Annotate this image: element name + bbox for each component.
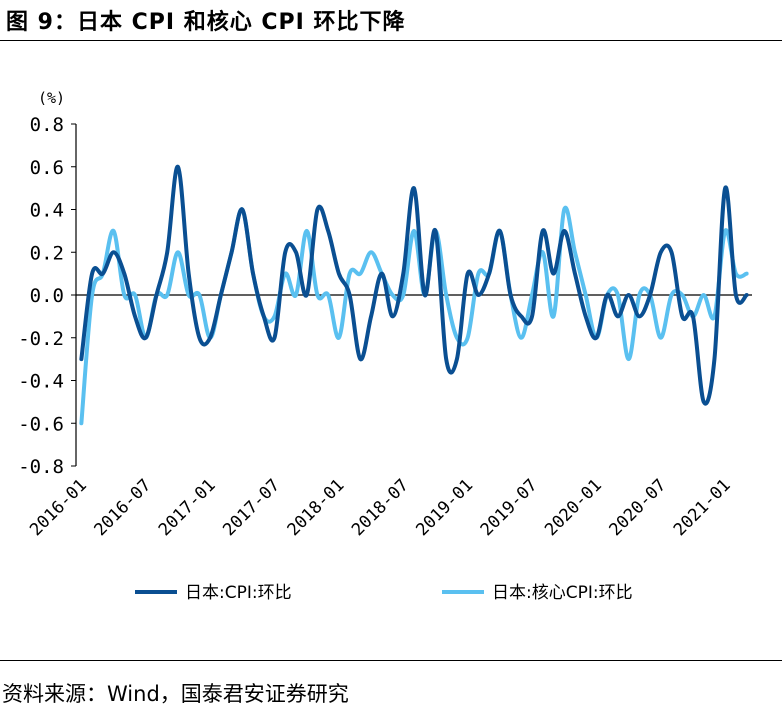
y-tick-label: 0.0 (30, 285, 64, 307)
y-tick-label: 0.2 (30, 242, 64, 264)
y-tick-label: -0.6 (18, 413, 64, 435)
y-tick-label: 0.4 (30, 200, 64, 222)
figure-title: 图 9：日本 CPI 和核心 CPI 环比下降 (6, 10, 406, 35)
x-tick-label: 2017-07 (219, 475, 284, 540)
x-tick-label: 2018-07 (348, 475, 413, 540)
x-tick-label: 2018-01 (284, 475, 349, 540)
x-tick-label: 2020-01 (541, 475, 606, 540)
y-tick-label: -0.8 (18, 456, 64, 478)
legend: 日本:CPI:环比 日本:核心CPI:环比 (135, 583, 633, 603)
y-axis: 0.8 0.6 0.4 0.2 0.0 -0.2 -0.4 -0.6 -0.8 (%) (18, 89, 77, 478)
y-tick-label: -0.4 (18, 371, 64, 393)
x-tick-label: 2019-01 (412, 475, 477, 540)
x-tick-label: 2016-01 (26, 475, 91, 540)
legend-label: 日本:CPI:环比 (185, 583, 292, 603)
y-unit-label: (%) (38, 89, 65, 107)
x-tick-label: 2019-07 (477, 475, 542, 540)
plot-area (79, 164, 749, 426)
line-chart: 0.8 0.6 0.4 0.2 0.0 -0.2 -0.4 -0.6 -0.8 (%) 2016-… (18, 89, 752, 603)
y-tick-label: 0.8 (30, 114, 64, 136)
x-tick-label: 2016-07 (90, 475, 155, 540)
title-rule (0, 40, 782, 41)
legend-label: 日本:核心CPI:环比 (492, 583, 633, 603)
y-tick-label: 0.6 (30, 157, 64, 179)
source-note: 资料来源：Wind，国泰君安证券研究 (2, 682, 349, 706)
series-line-1 (79, 205, 749, 426)
y-tick-label: -0.2 (18, 328, 64, 350)
x-tick-label: 2020-07 (606, 475, 671, 540)
x-tick-label: 2021-01 (670, 475, 735, 540)
x-tick-label: 2017-01 (155, 475, 220, 540)
x-axis: 2016-01 2016-07 2017-01 2017-07 2018-01 2018-… (26, 294, 752, 540)
source-rule (0, 660, 782, 661)
series-line-0 (79, 164, 749, 406)
